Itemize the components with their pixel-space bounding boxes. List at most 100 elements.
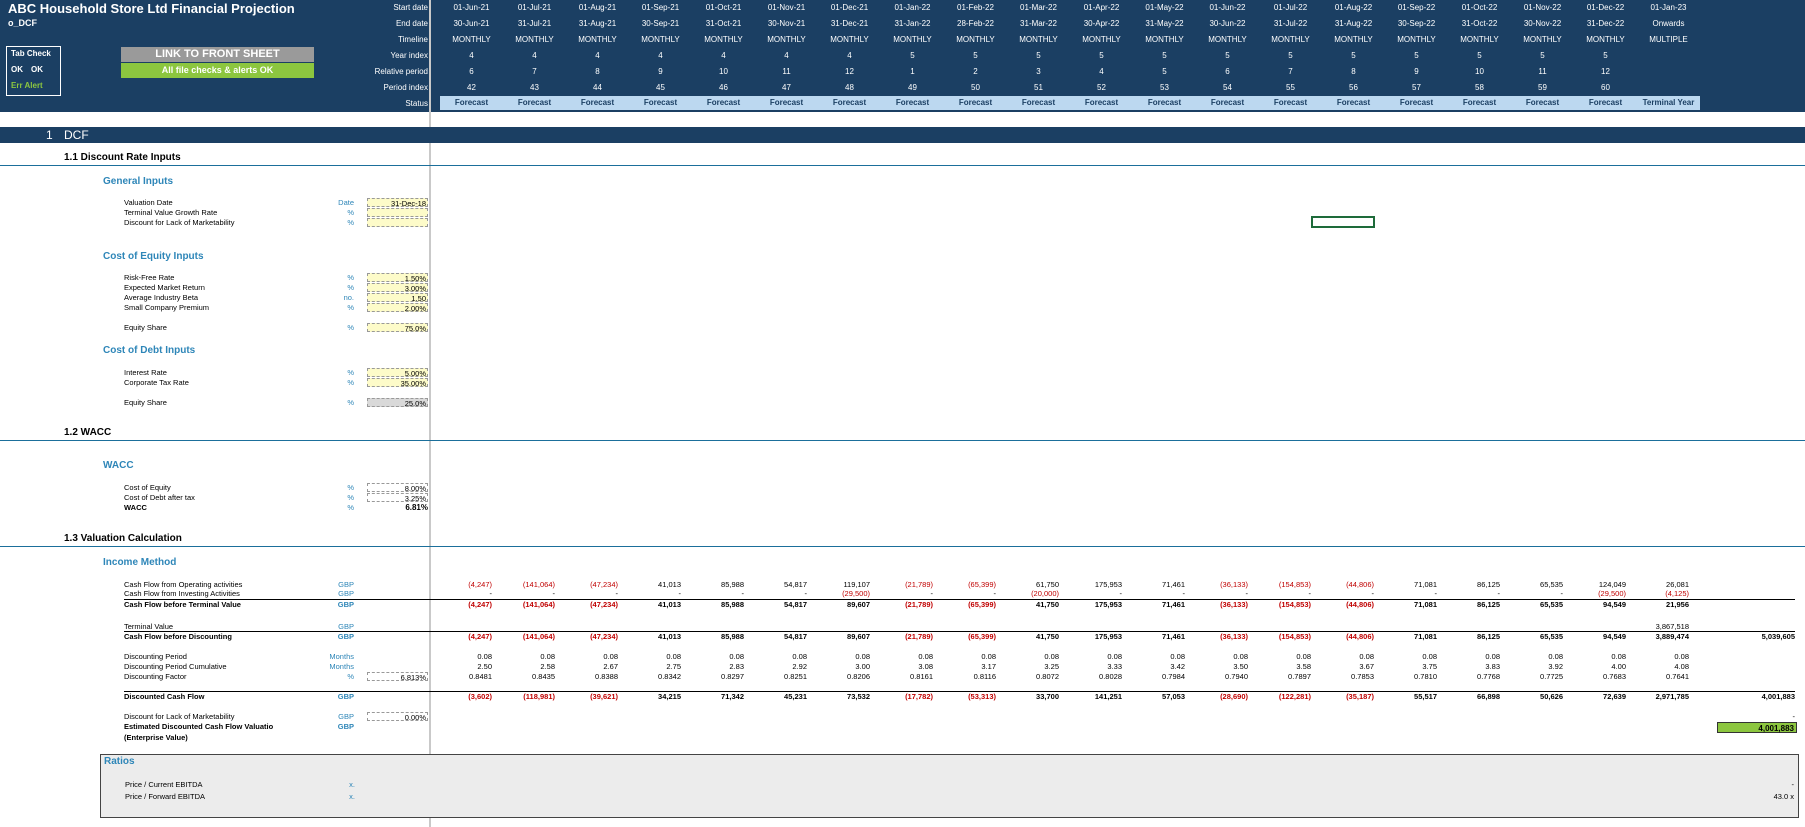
link-to-front-sheet-button[interactable]: LINK TO FRONT SHEET xyxy=(121,47,314,62)
header-end-0: 30-Jun-21 xyxy=(453,19,490,28)
header-start-6: 01-Dec-21 xyxy=(830,3,869,12)
income-cell: - xyxy=(1560,589,1564,598)
income-cell: 0.8251 xyxy=(784,672,807,681)
income-cell: 0.08 xyxy=(1359,652,1374,661)
income-cell: 71,461 xyxy=(1162,600,1185,609)
header-timeline-7: MONTHLY xyxy=(893,35,932,44)
income-cell: 26,081 xyxy=(1666,580,1689,589)
income-cell: 0.08 xyxy=(981,652,996,661)
ratios-panel: Ratios Price / Current EBITDA x. - Price… xyxy=(100,754,1799,818)
input-equity-share[interactable]: 75.0% xyxy=(367,323,428,333)
income-cell: (53,313) xyxy=(968,692,996,701)
income-cell: 0.08 xyxy=(1548,652,1563,661)
header-rel-11: 5 xyxy=(1162,67,1167,76)
header-rel-3: 9 xyxy=(658,67,663,76)
income-cell: 57,053 xyxy=(1162,692,1185,701)
input-industry-beta[interactable]: 1.50 xyxy=(367,293,428,303)
header-year-15: 5 xyxy=(1414,51,1419,60)
header-status-14: Forecast xyxy=(1322,96,1385,110)
income-cell: 0.8342 xyxy=(658,672,681,681)
section-dcf: 1 DCF xyxy=(0,127,1805,143)
header-status-1: Forecast xyxy=(503,96,566,110)
header-start-2: 01-Aug-21 xyxy=(578,3,617,12)
income-cell: (4,247) xyxy=(468,632,492,641)
header-timeline-2: MONTHLY xyxy=(578,35,617,44)
income-cell: 0.7768 xyxy=(1477,672,1500,681)
income-cell: 175,953 xyxy=(1094,632,1122,641)
header-rel-6: 12 xyxy=(845,67,854,76)
header-end-7: 31-Jan-22 xyxy=(894,19,931,28)
label-price-current-ebitda: Price / Current EBITDA xyxy=(125,780,203,789)
income-cell: 3.67 xyxy=(1359,662,1374,671)
input-valuation-date[interactable]: 31-Dec-18 xyxy=(367,198,428,208)
header-rel-17: 11 xyxy=(1538,67,1547,76)
header-status-5: Forecast xyxy=(755,96,818,110)
income-cell: 54,817 xyxy=(784,600,807,609)
row-label-end: End date xyxy=(395,19,428,28)
income-cell: 119,107 xyxy=(843,580,870,589)
income-cell: - xyxy=(1119,589,1123,598)
income-cell: 71,081 xyxy=(1414,580,1437,589)
header-status-13: Forecast xyxy=(1259,96,1322,110)
unit-cost-of-debt: % xyxy=(347,493,354,502)
header-timeline-9: MONTHLY xyxy=(1019,35,1058,44)
income-row-total: 5,039,605 xyxy=(1761,632,1795,641)
header-period-15: 57 xyxy=(1412,83,1421,92)
income-cell: 141,251 xyxy=(1094,692,1122,701)
income-cell: (21,789) xyxy=(905,632,933,641)
input-expected-market-return[interactable]: 3.00% xyxy=(367,283,428,293)
income-cell: 34,215 xyxy=(658,692,681,701)
value-cost-of-debt: 3.25% xyxy=(367,493,428,503)
income-cell: 71,461 xyxy=(1162,632,1185,641)
income-cell: 85,988 xyxy=(721,632,744,641)
income-row-label: Discounting Period Cumulative xyxy=(124,662,227,671)
header-status-11: Forecast xyxy=(1133,96,1196,110)
input-corporate-tax-rate[interactable]: 35.00% xyxy=(367,378,428,388)
header-status-10: Forecast xyxy=(1070,96,1133,110)
income-cell: - xyxy=(993,589,997,598)
input-small-company-premium[interactable]: 2.00% xyxy=(367,303,428,313)
income-row-label: Discounted Cash Flow xyxy=(124,692,205,701)
unit-risk-free-rate: % xyxy=(347,273,354,282)
income-cell: (65,399) xyxy=(968,580,996,589)
income-cell: 0.08 xyxy=(477,652,492,661)
unit-valuation-date: Date xyxy=(338,198,354,207)
input-risk-free-rate[interactable]: 1.50% xyxy=(367,273,428,283)
header-timeline-10: MONTHLY xyxy=(1082,35,1121,44)
income-cell: 21,956 xyxy=(1666,600,1689,609)
income-cell: (154,853) xyxy=(1278,632,1311,641)
input-interest-rate[interactable]: 5.00% xyxy=(367,368,428,378)
header-rel-18: 12 xyxy=(1601,67,1610,76)
selected-cell[interactable] xyxy=(1311,216,1375,228)
header-timeline-13: MONTHLY xyxy=(1271,35,1310,44)
value-dlom-calc: 0.00% xyxy=(367,712,428,722)
income-cell: (154,853) xyxy=(1278,600,1311,609)
header-start-7: 01-Jan-22 xyxy=(894,3,931,12)
income-row-label: Cash Flow before Terminal Value xyxy=(124,600,241,609)
estimated-valuation-total: 4,001,883 xyxy=(1717,722,1797,733)
income-cell: - xyxy=(1371,589,1375,598)
income-cell: 71,461 xyxy=(1162,580,1185,589)
input-dlom[interactable] xyxy=(367,218,428,227)
label-wacc: WACC xyxy=(124,503,147,512)
label-cost-of-equity: Cost of Equity xyxy=(124,483,171,492)
header-end-3: 30-Sep-21 xyxy=(641,19,680,28)
income-cell: - xyxy=(1182,589,1186,598)
income-cell: (44,806) xyxy=(1346,632,1374,641)
income-cell: - xyxy=(615,589,619,598)
header-period-11: 53 xyxy=(1160,83,1169,92)
income-cell: 3.17 xyxy=(981,662,996,671)
income-cell: - xyxy=(804,589,808,598)
header-period-13: 55 xyxy=(1286,83,1295,92)
income-cell: 41,750 xyxy=(1036,600,1059,609)
income-cell: (44,806) xyxy=(1346,600,1374,609)
tab-check-ok-1: OK xyxy=(11,65,23,74)
income-cell: 0.08 xyxy=(1044,652,1059,661)
income-cell: (141,064) xyxy=(522,580,555,589)
header-start-0: 01-Jun-21 xyxy=(453,3,490,12)
income-row-unit: GBP xyxy=(337,632,354,641)
income-cell: 94,549 xyxy=(1603,632,1626,641)
input-tv-growth[interactable] xyxy=(367,208,428,217)
header-end-10: 30-Apr-22 xyxy=(1083,19,1120,28)
header-status-6: Forecast xyxy=(818,96,881,110)
